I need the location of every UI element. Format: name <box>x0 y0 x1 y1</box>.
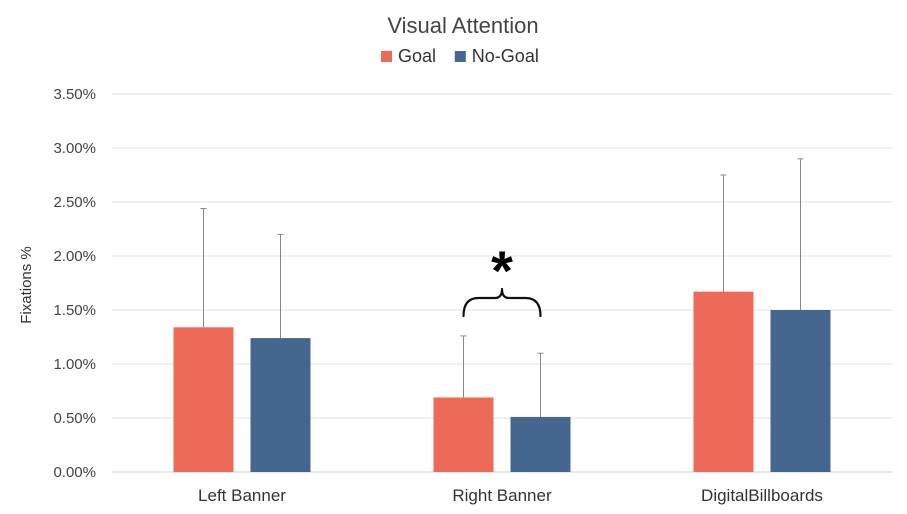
bar-no-goal <box>770 310 831 472</box>
bar-no-goal <box>250 338 311 472</box>
y-tick-label: 3.00% <box>53 140 96 157</box>
y-tick-label: 2.50% <box>53 194 96 211</box>
gridlines <box>112 93 892 473</box>
bar-no-goal <box>510 416 571 472</box>
y-axis-ticks: 0.00% 0.50% 1.00% 1.50% 2.00% 2.50% 3.00% 3.50% <box>53 86 96 481</box>
legend: Goal No-Goal <box>381 46 539 66</box>
y-tick-label: 1.50% <box>53 302 96 319</box>
y-tick-label: 1.00% <box>53 356 96 373</box>
y-tick-label: 3.50% <box>53 86 96 103</box>
legend-swatch <box>381 51 392 62</box>
y-tick-label: 0.50% <box>53 410 96 427</box>
legend-label: No-Goal <box>472 46 539 66</box>
y-tick-label: 2.00% <box>53 248 96 265</box>
significance-annotation: * <box>462 239 542 318</box>
bar-goal <box>433 397 494 472</box>
bar-goal <box>173 327 234 472</box>
x-category-label: DigitalBillboards <box>701 486 823 505</box>
bars <box>173 291 831 472</box>
y-tick-label: 0.00% <box>53 464 96 481</box>
y-axis-label: Fixations % <box>18 246 35 324</box>
error-bars <box>200 158 804 417</box>
significance-asterisk: * <box>491 239 513 302</box>
bar-goal <box>693 291 754 472</box>
legend-label: Goal <box>398 46 436 66</box>
x-category-label: Right Banner <box>452 486 552 505</box>
chart-title: Visual Attention <box>387 13 538 38</box>
legend-swatch <box>454 51 466 62</box>
significance-brace <box>462 287 542 318</box>
x-axis-categories: Left Banner Right Banner DigitalBillboards <box>198 486 823 505</box>
x-category-label: Left Banner <box>198 486 286 505</box>
